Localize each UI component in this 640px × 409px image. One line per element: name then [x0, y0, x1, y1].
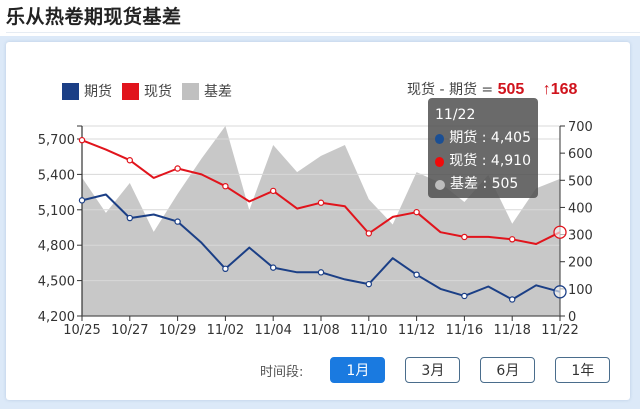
svg-text:10/27: 10/27	[111, 323, 148, 338]
svg-text:11/02: 11/02	[207, 323, 244, 338]
chart-legend: 期货 现货 基差	[62, 81, 232, 101]
svg-text:500: 500	[568, 174, 593, 189]
tooltip-basis-value: 基差 : 505	[450, 176, 519, 192]
svg-text:5,400: 5,400	[38, 168, 75, 183]
time-range-controls: 时间段: 1月 3月 6月 1年	[260, 357, 630, 383]
range-6m-button[interactable]: 6月	[480, 357, 536, 383]
summary-formula: 现货 - 期货 =	[407, 82, 494, 98]
svg-text:300: 300	[568, 229, 593, 244]
title-divider	[6, 32, 640, 33]
svg-text:700: 700	[568, 120, 593, 135]
svg-text:4,200: 4,200	[38, 310, 75, 325]
svg-text:10/25: 10/25	[63, 323, 100, 338]
svg-text:4,800: 4,800	[38, 239, 75, 254]
tooltip-date: 11/22	[435, 107, 476, 123]
time-range-label: 时间段:	[260, 364, 304, 380]
svg-text:11/16: 11/16	[446, 323, 483, 338]
legend-basis-label: 基差	[204, 84, 232, 100]
basis-dot-icon	[435, 179, 445, 190]
futures-line-hover-marker[interactable]	[553, 285, 567, 299]
legend-futures[interactable]: 期货	[62, 81, 112, 101]
summary-delta: ↑168	[542, 81, 578, 98]
range-1m-button[interactable]: 1月	[330, 357, 386, 383]
page-title: 乐从热卷期现货基差	[6, 6, 182, 28]
svg-text:400: 400	[568, 201, 593, 216]
legend-spot-label: 现货	[144, 84, 172, 100]
svg-text:10/29: 10/29	[159, 323, 196, 338]
chart-tooltip: 11/22 期货 : 4,405 现货 : 4,910 基差 : 505	[428, 98, 538, 198]
svg-text:5,700: 5,700	[38, 133, 75, 148]
basis-summary: 现货 - 期货 = 505 ↑168	[407, 79, 577, 99]
svg-text:11/12: 11/12	[398, 323, 435, 338]
svg-text:200: 200	[568, 256, 593, 271]
range-3m-button[interactable]: 3月	[405, 357, 461, 383]
spot-dot-icon	[435, 156, 445, 167]
legend-spot[interactable]: 现货	[122, 81, 172, 101]
summary-value: 505	[497, 81, 525, 98]
svg-text:100: 100	[568, 283, 593, 298]
svg-text:600: 600	[568, 147, 593, 162]
basis-swatch-icon	[182, 82, 199, 100]
range-1y-button[interactable]: 1年	[555, 357, 611, 383]
svg-text:11/04: 11/04	[254, 323, 291, 338]
svg-text:11/18: 11/18	[493, 323, 530, 338]
legend-futures-label: 期货	[84, 84, 112, 100]
tooltip-row-spot: 现货 : 4,910	[435, 150, 531, 173]
futures-dot-icon	[435, 133, 445, 144]
tooltip-spot-value: 现货 : 4,910	[449, 153, 531, 169]
svg-text:5,100: 5,100	[38, 204, 75, 219]
spot-swatch-icon	[122, 82, 139, 100]
tooltip-row-futures: 期货 : 4,405	[435, 127, 531, 150]
tooltip-row-basis: 基差 : 505	[435, 173, 531, 196]
spot-line-hover-marker[interactable]	[553, 225, 567, 239]
svg-text:11/22: 11/22	[541, 323, 578, 338]
svg-text:11/10: 11/10	[350, 323, 387, 338]
svg-text:4,500: 4,500	[38, 275, 75, 290]
legend-basis[interactable]: 基差	[182, 81, 232, 101]
futures-swatch-icon	[62, 82, 79, 100]
svg-text:0: 0	[568, 310, 576, 325]
tooltip-futures-value: 期货 : 4,405	[449, 130, 531, 146]
svg-text:11/08: 11/08	[302, 323, 339, 338]
